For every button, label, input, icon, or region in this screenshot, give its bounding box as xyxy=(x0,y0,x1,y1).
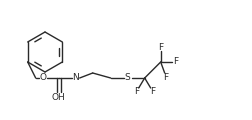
Text: N: N xyxy=(72,73,79,83)
Text: F: F xyxy=(150,87,155,96)
Text: OH: OH xyxy=(52,93,66,102)
Text: F: F xyxy=(163,72,168,81)
Text: S: S xyxy=(125,73,131,83)
Text: F: F xyxy=(173,57,178,66)
Text: O: O xyxy=(39,73,46,83)
Text: F: F xyxy=(134,87,139,96)
Text: F: F xyxy=(158,42,163,51)
